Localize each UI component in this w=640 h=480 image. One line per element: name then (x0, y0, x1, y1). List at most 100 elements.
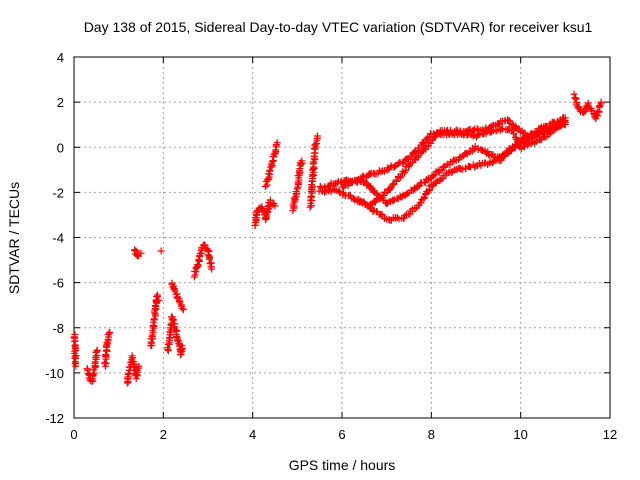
data-point (392, 177, 400, 185)
data-point (402, 190, 410, 198)
data-point (262, 215, 270, 223)
data-point (488, 128, 496, 136)
data-point (571, 94, 579, 102)
data-point (311, 141, 319, 149)
data-point (389, 197, 397, 205)
data-point (72, 362, 80, 370)
data-point (309, 166, 316, 174)
data-point (432, 178, 440, 186)
data-point (102, 351, 110, 359)
data-point (348, 178, 356, 186)
x-tick-label: 2 (160, 427, 167, 442)
data-point (164, 347, 172, 355)
x-tick-label: 10 (513, 427, 527, 442)
data-point (438, 166, 446, 174)
data-point (101, 358, 109, 366)
y-tick-label: -12 (45, 411, 64, 426)
y-tick-label: 4 (57, 50, 64, 65)
data-point (465, 148, 473, 156)
data-point (208, 265, 216, 273)
data-point (478, 127, 486, 135)
data-point (430, 134, 438, 142)
data-point (306, 203, 314, 211)
y-tick-label: 2 (57, 95, 64, 110)
data-point (298, 157, 306, 165)
data-point (261, 182, 269, 190)
y-tick-labels: -12 -10 -8 -6 -4 -2 0 2 4 (45, 50, 64, 426)
data-point (297, 160, 305, 168)
data-point (473, 125, 481, 133)
data-point (171, 326, 179, 334)
x-tick-label: 8 (428, 427, 435, 442)
data-point (169, 316, 177, 324)
data-point (194, 261, 202, 268)
data-point (420, 194, 428, 202)
data-point (273, 139, 281, 147)
x-tick-label: 0 (70, 427, 77, 442)
data-point (396, 174, 404, 182)
data-point (131, 246, 139, 254)
data-point (150, 322, 158, 330)
data-point (124, 370, 132, 378)
data-point (561, 121, 569, 129)
data-point (84, 366, 92, 374)
data-point (367, 201, 375, 209)
y-tick-label: 0 (57, 140, 64, 155)
data-point (427, 139, 435, 147)
data-point (429, 172, 437, 180)
data-point (443, 127, 451, 135)
data-point (545, 130, 553, 138)
x-tick-label: 4 (249, 427, 256, 442)
data-point (337, 178, 345, 186)
data-points (70, 90, 605, 387)
data-point (290, 199, 298, 207)
x-tick-label: 12 (603, 427, 617, 442)
y-tick-label: -4 (52, 231, 64, 246)
y-tick-label: -2 (52, 185, 64, 200)
data-point (93, 346, 101, 354)
data-point (178, 342, 186, 350)
data-point (103, 339, 111, 347)
data-point (106, 328, 114, 336)
data-point (266, 166, 274, 174)
data-point (471, 163, 479, 171)
data-point (367, 183, 375, 191)
data-point (554, 123, 561, 131)
data-point (155, 297, 163, 305)
data-point (597, 98, 605, 106)
data-point (510, 130, 518, 138)
data-point (436, 176, 444, 184)
data-point (313, 132, 321, 140)
grid-lines (74, 57, 610, 418)
data-point (311, 156, 319, 164)
data-point (165, 334, 173, 342)
data-point (178, 304, 186, 312)
data-point (271, 202, 279, 210)
y-tick-label: -6 (52, 276, 64, 291)
y-tick-label: -10 (45, 366, 64, 381)
x-tick-labels: 0 2 4 6 8 10 12 (70, 427, 617, 442)
data-point (291, 194, 299, 202)
y-axis-title: SDTVAR / TECUs (6, 182, 22, 294)
data-point (170, 285, 178, 293)
data-point (596, 101, 604, 109)
x-axis-title: GPS time / hours (289, 457, 396, 473)
data-point (499, 125, 507, 133)
chart-title: Day 138 of 2015, Sidereal Day-to-day VTE… (84, 19, 593, 35)
data-point (575, 104, 583, 112)
data-point (417, 199, 425, 207)
data-point (179, 306, 187, 314)
data-point (157, 247, 165, 255)
y-tick-label: -8 (52, 321, 64, 336)
data-point (194, 262, 202, 270)
data-point (135, 362, 143, 370)
axis-ticks (73, 56, 611, 419)
data-point (533, 131, 541, 139)
data-point (499, 152, 507, 160)
data-point (137, 249, 145, 257)
data-point (532, 137, 540, 145)
data-point (164, 344, 172, 352)
data-point (570, 90, 578, 98)
x-tick-label: 6 (338, 427, 345, 442)
